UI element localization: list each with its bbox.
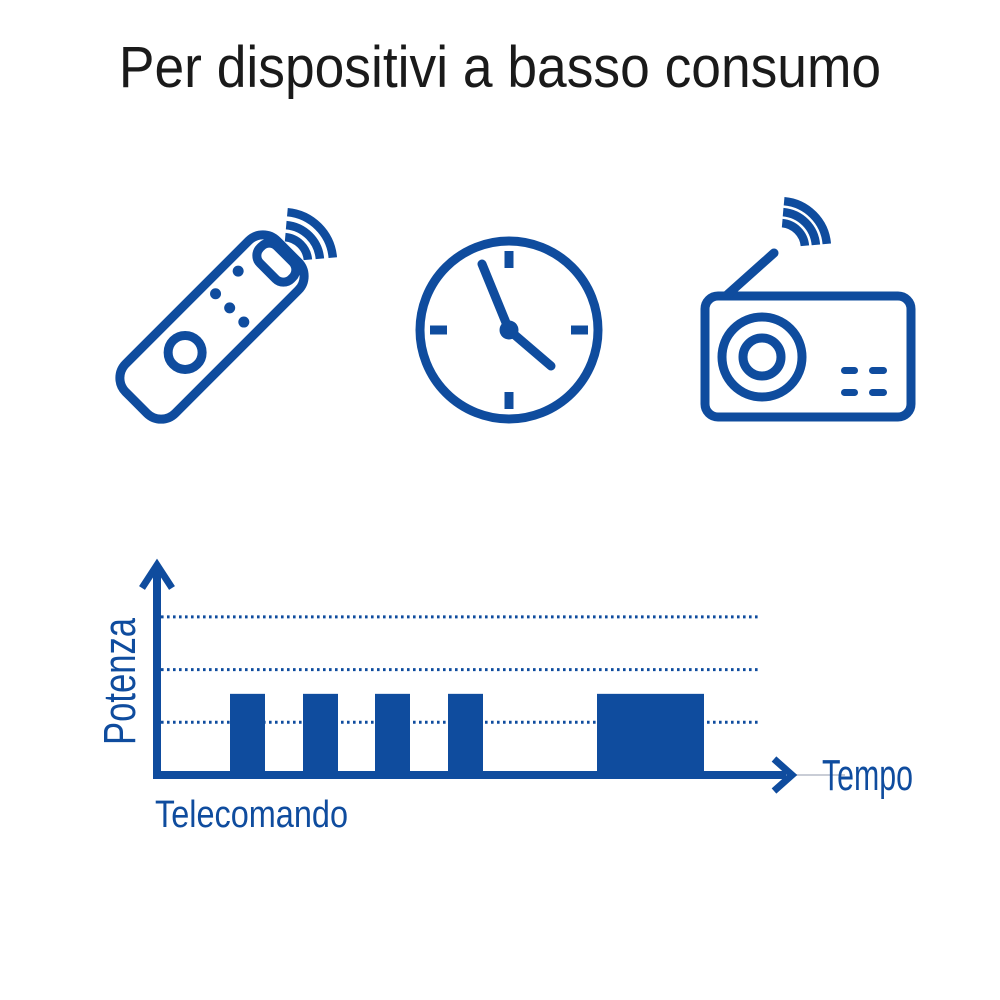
power-time-chart: Potenza Tempo Telecomando bbox=[94, 558, 913, 836]
pulse-bar bbox=[230, 693, 265, 778]
radio-speaker-outer bbox=[717, 312, 807, 402]
x-axis-label: Tempo bbox=[822, 751, 913, 800]
clock-icon bbox=[415, 236, 603, 424]
radio-speaker-inner bbox=[738, 333, 786, 381]
remote-button-dot bbox=[224, 302, 236, 314]
pulse-bars bbox=[230, 693, 704, 778]
remote-button-dot bbox=[232, 265, 244, 277]
wireless-signal-icon bbox=[284, 207, 338, 261]
clock-ticks bbox=[430, 251, 588, 409]
wireless-signal-icon bbox=[781, 196, 832, 247]
pulse-bar bbox=[303, 693, 338, 778]
remote-body-group bbox=[115, 230, 309, 424]
clock-minute-hand bbox=[477, 259, 514, 335]
radio-body bbox=[700, 291, 916, 422]
pulse-bar bbox=[375, 693, 410, 778]
x-axis-arrow bbox=[771, 756, 798, 794]
y-axis-arrow bbox=[139, 558, 175, 590]
page-title: Per dispositivi a basso consumo bbox=[118, 35, 882, 100]
remote-button-dot bbox=[238, 316, 250, 328]
radio-control-dashes bbox=[841, 367, 887, 396]
y-axis-label: Potenza bbox=[94, 617, 145, 745]
radio-wireless-icon bbox=[700, 196, 916, 422]
clock-center-dot bbox=[499, 320, 519, 340]
clock-face bbox=[415, 236, 603, 424]
remote-control-wireless-icon bbox=[115, 207, 338, 424]
remote-main-button bbox=[163, 330, 207, 374]
chart-axes bbox=[153, 566, 786, 779]
pulse-bar bbox=[597, 693, 704, 778]
remote-ir-window bbox=[252, 238, 301, 287]
series-label: Telecomando bbox=[155, 794, 348, 836]
radio-antenna bbox=[722, 248, 779, 300]
pulse-bar bbox=[448, 693, 483, 778]
remote-button-dot bbox=[210, 288, 222, 300]
